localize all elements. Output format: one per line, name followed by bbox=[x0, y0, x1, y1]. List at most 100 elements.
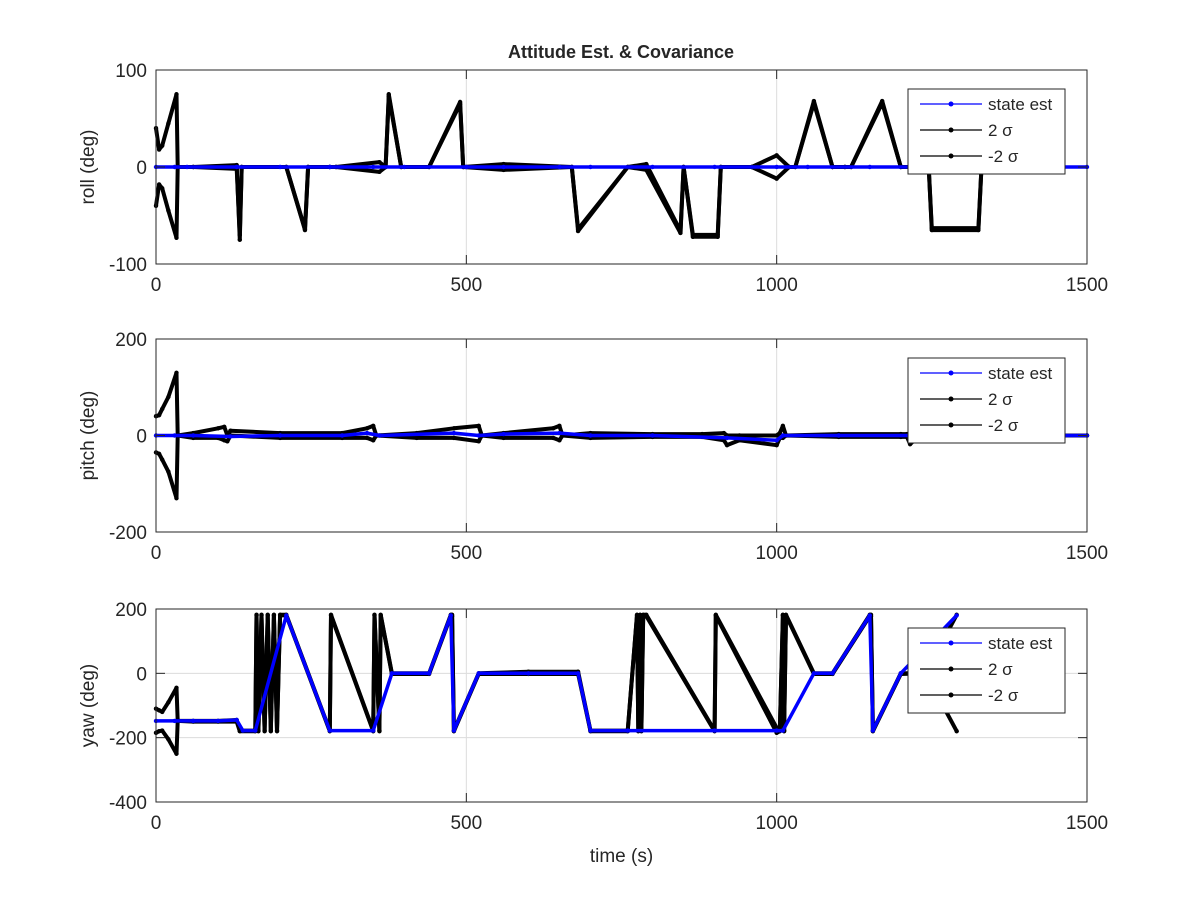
data-point-minus-two-sigma bbox=[378, 613, 383, 618]
data-point-minus-two-sigma bbox=[386, 93, 391, 99]
x-tick-label: 500 bbox=[450, 813, 482, 834]
legend-label-state-est: state est bbox=[988, 95, 1053, 114]
data-point-state-est bbox=[588, 728, 593, 733]
series-line-state-est bbox=[154, 613, 959, 733]
series-group bbox=[153, 92, 1090, 242]
legend-marker-two-sigma bbox=[948, 666, 954, 672]
data-point-state-est bbox=[557, 164, 562, 170]
data-point-minus-two-sigma bbox=[644, 613, 649, 619]
data-point-two-sigma bbox=[371, 423, 376, 429]
data-point-minus-two-sigma bbox=[174, 751, 179, 756]
data-point-minus-two-sigma bbox=[457, 101, 463, 107]
legend-label-two-sigma: 2 σ bbox=[988, 660, 1013, 679]
data-point-minus-two-sigma bbox=[713, 613, 719, 618]
data-point-state-est bbox=[625, 728, 630, 733]
data-point-state-est bbox=[284, 613, 289, 618]
data-point-minus-two-sigma bbox=[302, 227, 308, 233]
data-point-state-est bbox=[371, 728, 376, 733]
data-point-minus-two-sigma bbox=[575, 228, 581, 234]
series-group bbox=[153, 612, 959, 756]
data-point-minus-two-sigma bbox=[160, 457, 165, 462]
data-point-two-sigma bbox=[551, 426, 556, 431]
data-point-state-est bbox=[184, 164, 190, 170]
data-point-state-est bbox=[277, 164, 283, 170]
data-point-state-est bbox=[277, 433, 283, 438]
data-point-minus-two-sigma bbox=[364, 435, 370, 441]
subplot-3: 0 500 1000 1500 -400 -200 0 200 yaw (deg) time (s… bbox=[78, 600, 1108, 867]
data-point-state-est bbox=[476, 433, 481, 438]
data-point-two-sigma bbox=[160, 709, 165, 715]
data-point-state-est bbox=[389, 671, 395, 676]
legend-box bbox=[907, 627, 1066, 714]
data-point-state-est bbox=[898, 671, 903, 676]
data-point-two-sigma bbox=[228, 428, 233, 433]
data-point-minus-two-sigma bbox=[174, 235, 179, 241]
data-point-minus-two-sigma bbox=[811, 100, 817, 106]
data-point-state-est bbox=[501, 431, 506, 437]
data-point-minus-two-sigma bbox=[724, 442, 730, 448]
data-point-state-est bbox=[240, 728, 246, 733]
legend: state est 2 σ -2 σ bbox=[907, 627, 1066, 714]
legend-label-state-est: state est bbox=[988, 364, 1053, 383]
data-point-minus-two-sigma bbox=[690, 234, 696, 240]
data-point-state-est bbox=[870, 728, 876, 733]
figure-title: Attitude Est. & Covariance bbox=[508, 42, 734, 62]
data-point-two-sigma bbox=[774, 153, 779, 158]
data-point-two-sigma bbox=[721, 430, 727, 436]
legend-marker-state-est bbox=[948, 640, 954, 646]
data-point-state-est bbox=[172, 718, 177, 724]
data-point-minus-two-sigma bbox=[451, 435, 457, 441]
data-point-minus-two-sigma bbox=[774, 442, 779, 448]
data-point-minus-two-sigma bbox=[551, 435, 556, 441]
data-point-minus-two-sigma bbox=[557, 438, 562, 443]
data-point-minus-two-sigma bbox=[262, 729, 267, 734]
data-point-minus-two-sigma bbox=[780, 613, 786, 618]
data-point-state-est bbox=[805, 164, 810, 170]
y-tick-label: 0 bbox=[136, 664, 147, 685]
legend-box bbox=[907, 357, 1066, 444]
data-point-state-est bbox=[774, 438, 779, 443]
data-point-state-est bbox=[402, 164, 407, 170]
data-point-minus-two-sigma bbox=[160, 728, 165, 733]
data-point-state-est bbox=[575, 671, 581, 676]
x-tick-label: 1000 bbox=[756, 543, 798, 564]
legend-marker-minus-two-sigma bbox=[948, 153, 954, 159]
data-point-state-est bbox=[451, 430, 457, 436]
data-point-state-est bbox=[464, 164, 469, 170]
series-group bbox=[153, 370, 1090, 501]
data-point-two-sigma bbox=[476, 423, 481, 429]
data-point-minus-two-sigma bbox=[372, 613, 377, 618]
data-point-minus-two-sigma bbox=[929, 227, 935, 233]
legend-marker-minus-two-sigma bbox=[948, 692, 954, 698]
data-point-state-est bbox=[588, 433, 593, 438]
data-point-minus-two-sigma bbox=[976, 227, 981, 233]
data-point-state-est bbox=[774, 728, 779, 733]
data-point-minus-two-sigma bbox=[774, 176, 779, 181]
data-point-minus-two-sigma bbox=[476, 439, 481, 444]
data-point-minus-two-sigma bbox=[265, 613, 270, 618]
legend-label-two-sigma: 2 σ bbox=[988, 390, 1013, 409]
data-point-state-est bbox=[780, 728, 786, 733]
data-point-minus-two-sigma bbox=[166, 737, 171, 742]
data-point-state-est bbox=[650, 164, 655, 170]
data-point-two-sigma bbox=[774, 433, 779, 438]
data-point-two-sigma bbox=[222, 424, 227, 430]
data-point-two-sigma bbox=[215, 426, 221, 431]
data-point-state-est bbox=[191, 718, 196, 724]
data-point-state-est bbox=[364, 430, 370, 436]
data-point-minus-two-sigma bbox=[377, 729, 382, 734]
data-point-minus-two-sigma bbox=[377, 169, 382, 175]
data-point-minus-two-sigma bbox=[637, 613, 643, 618]
data-point-minus-two-sigma bbox=[715, 234, 720, 240]
data-point-state-est bbox=[340, 433, 345, 438]
data-point-two-sigma bbox=[777, 430, 782, 436]
legend-label-minus-two-sigma: -2 σ bbox=[988, 686, 1019, 705]
data-point-state-est bbox=[228, 434, 233, 439]
data-point-minus-two-sigma bbox=[274, 729, 280, 734]
y-tick-label: 0 bbox=[136, 427, 147, 448]
y-tick-label: -100 bbox=[109, 255, 147, 276]
legend-label-minus-two-sigma: -2 σ bbox=[988, 147, 1019, 166]
data-point-state-est bbox=[476, 671, 481, 676]
